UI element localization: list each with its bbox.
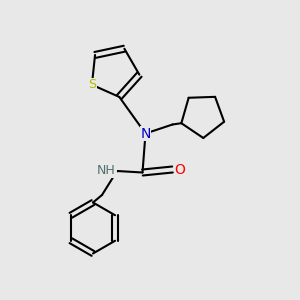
Text: S: S [88, 78, 96, 91]
Text: NH: NH [97, 164, 116, 178]
Text: O: O [175, 163, 185, 176]
Text: N: N [140, 127, 151, 140]
